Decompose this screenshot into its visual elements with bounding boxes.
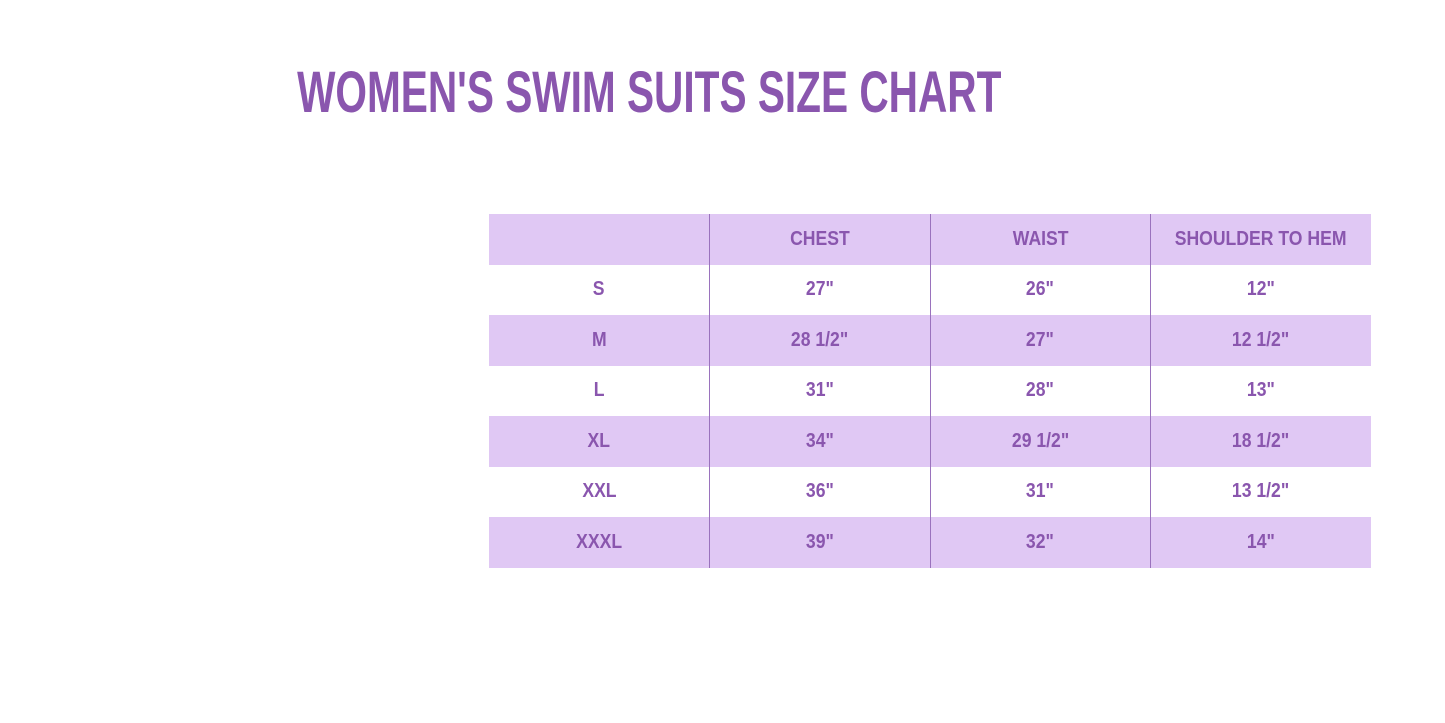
cell-waist: 28" (929, 365, 1151, 416)
table-row: S 27" 26" 12" (489, 264, 1371, 315)
cell-size: M (489, 315, 710, 366)
header-size (489, 214, 710, 265)
cell-shoulder-to-hem: 12" (1150, 264, 1371, 315)
cell-waist: 29 1/2" (929, 416, 1151, 467)
cell-size: S (593, 278, 605, 301)
table-row: XXXL 39" 32" 14" (489, 517, 1371, 568)
cell-chest: 28 1/2" (709, 315, 930, 366)
table-row: XL 34" 29 1/2" 18 1/2" (489, 416, 1371, 467)
cell-shoulder-to-hem: 12 1/2" (1150, 315, 1371, 366)
cell-shoulder-to-hem: 13 1/2" (1150, 466, 1371, 517)
cell-size: L (593, 379, 605, 402)
cell-shoulder-to-hem: 14" (1150, 517, 1371, 568)
header-waist: WAIST (929, 214, 1151, 265)
cell-size: XXXL (489, 517, 710, 568)
cell-waist: 26" (929, 264, 1151, 315)
cell-shoulder-to-hem: 13" (1150, 365, 1371, 416)
cell-waist: 32" (929, 517, 1151, 568)
header-chest: CHEST (709, 214, 930, 265)
table-row: L 31" 28" 13" (489, 365, 1371, 416)
cell-chest: 34" (709, 416, 930, 467)
page-title: WOMEN'S SWIM SUITS SIZE CHART (297, 60, 1002, 125)
table-row: M 28 1/2" 27" 12 1/2" (489, 315, 1371, 366)
cell-chest: 31" (709, 365, 930, 416)
header-shoulder-to-hem: SHOULDER TO HEM (1150, 214, 1371, 265)
cell-chest: 39" (709, 517, 930, 568)
cell-size: XXL (581, 480, 617, 503)
cell-size: XL (489, 416, 710, 467)
cell-waist: 31" (929, 466, 1151, 517)
cell-chest: 27" (709, 264, 930, 315)
table-row: XXL 36" 31" 13 1/2" (489, 466, 1371, 517)
cell-shoulder-to-hem: 18 1/2" (1150, 416, 1371, 467)
header-row: CHEST WAIST SHOULDER TO HEM (489, 214, 1371, 265)
cell-waist: 27" (929, 315, 1151, 366)
size-chart-table: CHEST WAIST SHOULDER TO HEM S 27" 26" 12" M 2… (489, 214, 1371, 568)
cell-chest: 36" (709, 466, 930, 517)
